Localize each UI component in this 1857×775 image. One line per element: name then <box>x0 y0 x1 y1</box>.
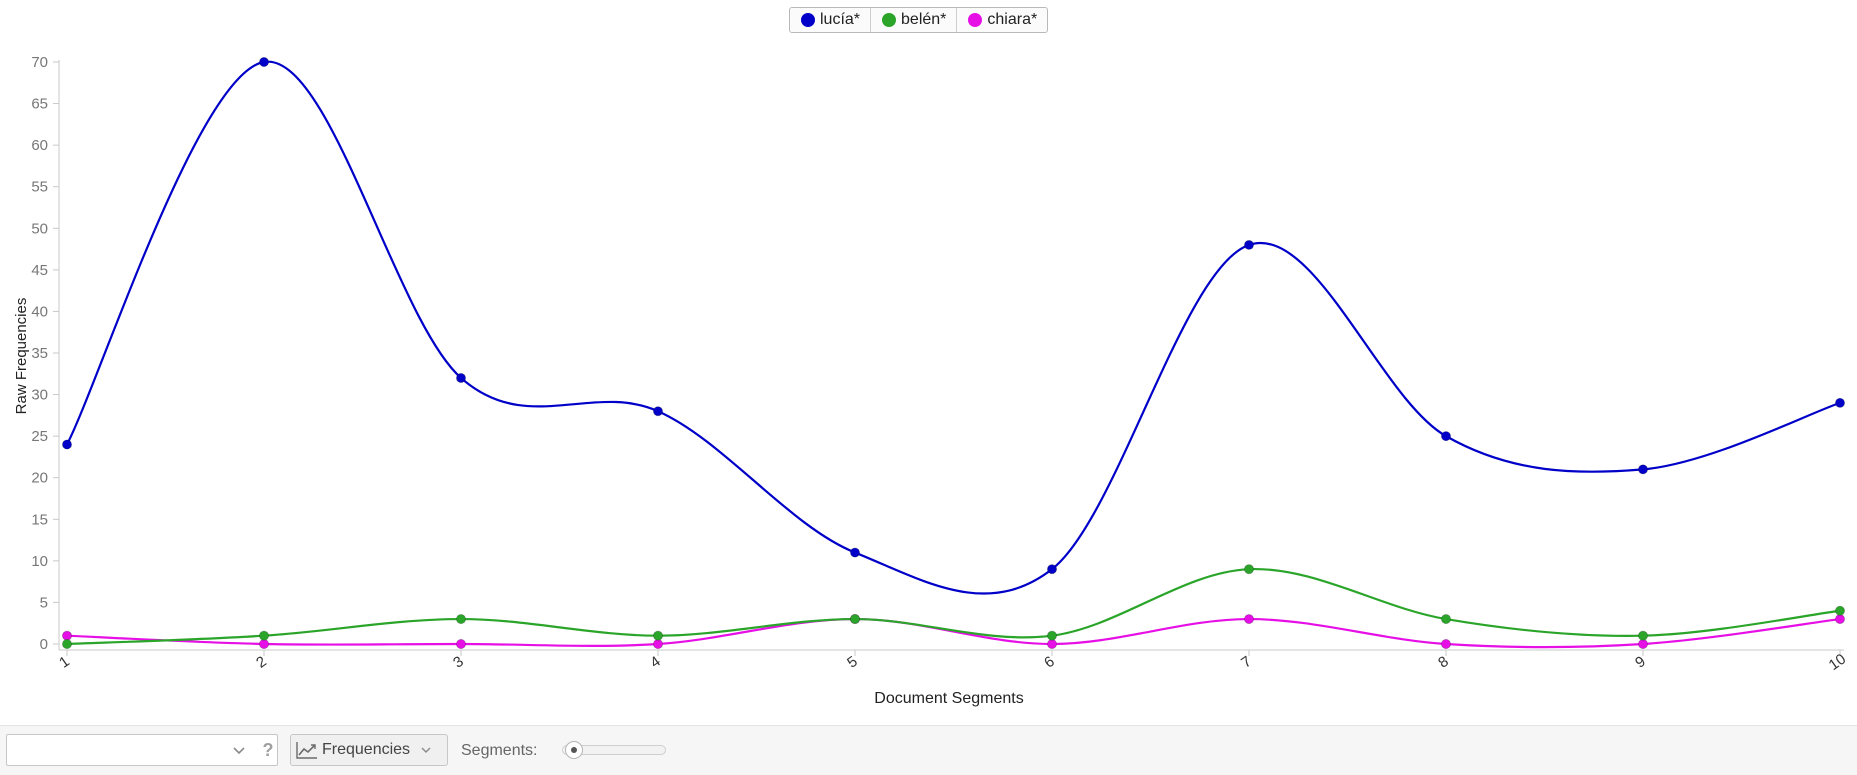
y-axis-label: Raw Frequencies <box>13 298 30 415</box>
data-point <box>455 639 466 650</box>
y-tick-label: 0 <box>40 636 48 653</box>
y-tick-label: 30 <box>31 387 48 404</box>
segments-slider-thumb[interactable] <box>565 741 583 759</box>
term-combobox[interactable]: ? <box>6 734 278 766</box>
series-points <box>62 57 1846 650</box>
chart-legend: lucía* belén* chiara* <box>789 7 1049 33</box>
y-tick-label: 70 <box>31 54 48 71</box>
lucia-series-dot-icon <box>801 13 815 27</box>
legend-label-lucia: lucía* <box>820 11 861 28</box>
data-point <box>1638 630 1649 641</box>
data-point <box>653 630 664 641</box>
data-point <box>653 406 664 417</box>
data-point <box>1244 614 1255 625</box>
legend-item-lucia[interactable]: lucía* <box>790 8 872 32</box>
series-line-luca <box>66 60 1841 595</box>
help-icon[interactable]: ? <box>262 740 274 760</box>
legend-label-belen: belén* <box>901 11 947 28</box>
x-tick-label: 9 <box>1632 653 1649 672</box>
chiara-series-dot-icon <box>968 13 983 27</box>
y-tick-label: 20 <box>31 470 48 487</box>
data-point <box>1047 564 1058 575</box>
x-axis-label: Document Segments <box>874 690 1023 707</box>
data-point <box>1244 564 1255 575</box>
data-point <box>1441 431 1452 442</box>
data-point <box>653 639 664 650</box>
segments-slider-track[interactable] <box>562 745 666 755</box>
x-tick-label: 4 <box>647 653 664 672</box>
data-point <box>455 614 466 625</box>
x-tick-label: 6 <box>1041 653 1058 672</box>
legend-item-chiara[interactable]: chiara* <box>957 8 1047 32</box>
data-point <box>850 614 861 625</box>
frequencies-mode-button[interactable]: Frequencies <box>290 734 448 766</box>
data-point <box>1441 614 1452 625</box>
data-point <box>455 372 466 383</box>
chevron-down-icon <box>421 747 431 753</box>
data-point <box>1244 239 1255 250</box>
x-tick-label: 10 <box>1826 651 1849 674</box>
legend-label-chiara: chiara* <box>987 11 1038 28</box>
y-tick-label: 5 <box>40 594 48 611</box>
term-search-input[interactable] <box>7 735 222 765</box>
series-lines <box>66 60 1841 649</box>
legend-item-belen[interactable]: belén* <box>871 8 958 32</box>
y-tick-label: 15 <box>31 511 48 528</box>
y-tick-label: 45 <box>31 262 48 279</box>
chevron-down-icon[interactable] <box>229 740 249 760</box>
y-tick-label: 40 <box>31 303 48 320</box>
bottom-toolbar: ? Frequencies Segments: <box>0 725 1857 775</box>
y-tick-label: 35 <box>31 345 48 362</box>
x-tick-label: 2 <box>253 653 270 672</box>
y-tick-label: 65 <box>31 96 48 113</box>
y-tick-label: 55 <box>31 179 48 196</box>
line-chart-icon <box>296 742 317 759</box>
y-tick-label: 60 <box>31 137 48 154</box>
data-point <box>258 57 269 68</box>
data-point <box>1835 614 1846 625</box>
data-point <box>1441 639 1452 650</box>
x-tick-label: 8 <box>1435 653 1452 672</box>
series-line-beln <box>66 568 1841 646</box>
data-point <box>258 630 269 641</box>
data-point <box>1638 464 1649 475</box>
x-tick-label: 3 <box>450 653 467 672</box>
data-point <box>1047 630 1058 641</box>
data-point <box>1835 397 1846 408</box>
x-tick-label: 7 <box>1238 653 1255 672</box>
data-point <box>62 639 73 650</box>
y-tick-label: 25 <box>31 428 48 445</box>
segments-label: Segments: <box>461 742 538 759</box>
chart-area: 0 5 10 15 20 25 30 35 40 45 50 55 60 65 70 1 2 3 4 5 6 7 8 9 10 … <box>13 7 1849 707</box>
y-tick-label: 50 <box>31 220 48 237</box>
belen-series-dot-icon <box>882 13 897 27</box>
data-point <box>1047 639 1058 650</box>
series-line-chiara <box>66 617 1841 649</box>
data-point <box>1835 605 1846 616</box>
frequencies-mode-label: Frequencies <box>322 741 411 758</box>
x-tick-label: 5 <box>844 653 861 672</box>
y-tick-label: 10 <box>31 553 48 570</box>
x-tick-label: 1 <box>56 653 73 672</box>
data-point <box>850 547 861 558</box>
data-point <box>258 639 269 650</box>
data-point <box>62 439 73 450</box>
data-point <box>62 630 73 641</box>
data-point <box>1638 639 1649 650</box>
